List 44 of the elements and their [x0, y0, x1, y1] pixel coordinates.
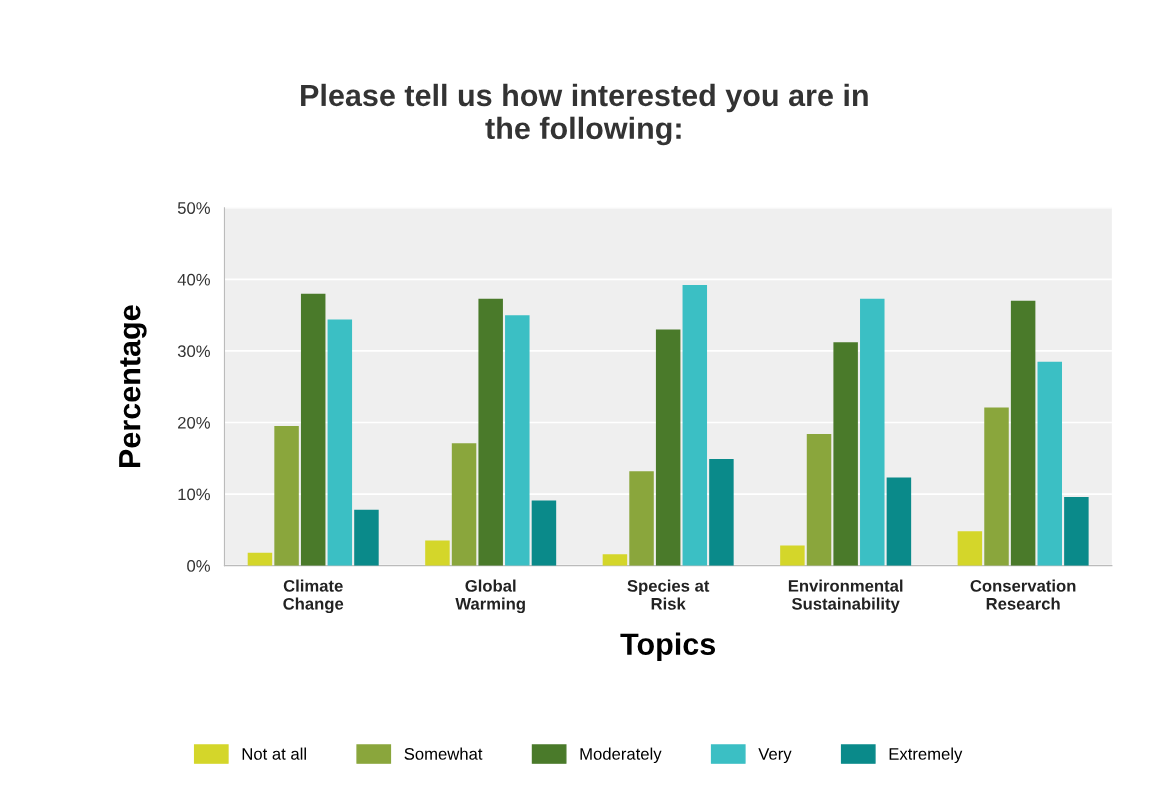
- y-tick-label: 50%: [177, 202, 210, 214]
- y-tick-label: 20%: [178, 416, 210, 429]
- bar: [478, 298, 503, 566]
- bar: [833, 342, 858, 566]
- bar: [1037, 361, 1062, 566]
- bar: [984, 407, 1009, 566]
- legend-label: Very: [758, 748, 792, 764]
- x-tick-label: Environmental Sustainability: [788, 579, 903, 614]
- bar: [602, 554, 628, 566]
- bar: [425, 540, 450, 566]
- bar: [682, 285, 708, 566]
- bar: [629, 471, 654, 566]
- x-tick-label: Global Warming: [455, 579, 525, 614]
- x-axis-title: Topics: [620, 632, 716, 662]
- x-tick-label: Conservation Research: [970, 579, 1076, 610]
- legend-label: Extremely: [889, 747, 963, 764]
- bar: [274, 426, 299, 566]
- legend-label: Somewhat: [404, 747, 483, 760]
- bar: [655, 329, 681, 566]
- y-tick-label: 0%: [187, 560, 210, 572]
- y-tick-label: 40%: [177, 273, 210, 286]
- bar: [354, 509, 379, 566]
- bar: [957, 531, 983, 566]
- bar: [806, 433, 832, 566]
- bar: [709, 458, 734, 566]
- bar: [886, 477, 912, 566]
- bar: [780, 545, 805, 566]
- bar: [300, 293, 326, 566]
- x-tick-label: Species at Risk: [627, 579, 710, 610]
- y-tick-label: 10%: [178, 488, 210, 501]
- bar: [1064, 496, 1089, 566]
- bar: [531, 500, 557, 566]
- y-axis-title: Percentage: [119, 305, 147, 468]
- bar: [451, 443, 477, 566]
- bar: [327, 319, 353, 566]
- bar: [1010, 300, 1036, 566]
- bar: [860, 298, 885, 566]
- chart-title: Please tell us how interested you are in the following:: [301, 83, 868, 146]
- legend-label: Moderately: [580, 747, 662, 764]
- legend-label: Not at all: [242, 747, 306, 760]
- bar: [505, 315, 530, 566]
- x-tick-label: Climate Change: [283, 579, 344, 614]
- y-tick-label: 30%: [177, 345, 210, 358]
- bar: [247, 552, 273, 566]
